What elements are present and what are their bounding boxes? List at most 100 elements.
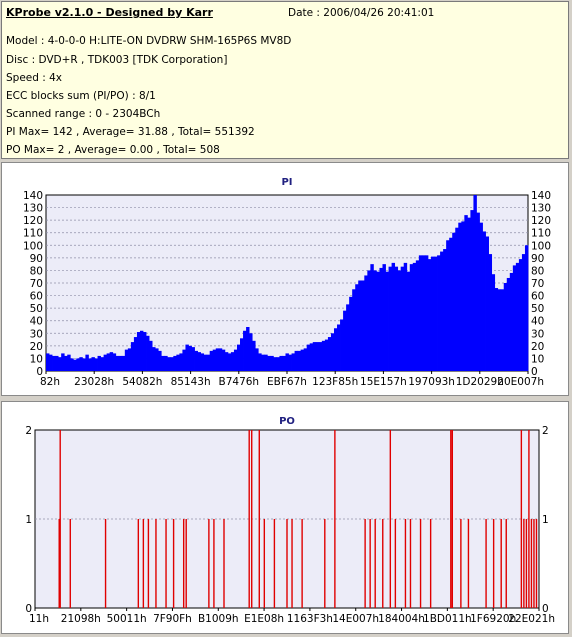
x-tick-label: 85143h xyxy=(171,376,211,388)
pi-bar xyxy=(415,260,420,371)
pi-bar xyxy=(388,266,392,371)
pi-bar xyxy=(321,340,326,371)
pi-bar xyxy=(470,210,474,371)
pi-bar xyxy=(346,304,350,371)
pi-bar xyxy=(276,357,280,371)
pi-bar xyxy=(167,357,171,371)
pi-bar xyxy=(379,267,383,371)
pi-bar xyxy=(82,358,86,371)
pi-bar xyxy=(364,275,368,371)
x-tick-label: 1BD011h xyxy=(423,613,472,625)
pi-bar xyxy=(437,255,441,371)
pi-bar xyxy=(324,339,329,371)
x-tick-label: 1163F3h xyxy=(287,613,333,625)
pi-bar xyxy=(409,264,414,371)
pi-bar xyxy=(85,354,89,371)
x-tick-label: 197093h xyxy=(408,376,455,388)
pi-bar xyxy=(340,319,344,371)
x-tick-label: B1009h xyxy=(198,613,239,625)
y-tick-label-left: 60 xyxy=(30,291,43,303)
pi-bar xyxy=(343,310,347,371)
pi-bar xyxy=(55,355,59,371)
pi-bar xyxy=(61,353,65,371)
pi-bar xyxy=(267,355,271,371)
y-tick-label-right: 90 xyxy=(531,253,544,265)
pi-bar xyxy=(152,347,156,371)
pi-bar xyxy=(373,270,377,371)
pi-bar xyxy=(367,270,371,371)
pi-bar xyxy=(370,264,374,371)
chart-title: PO xyxy=(279,416,295,427)
y-tick-label-left: 20 xyxy=(30,341,43,353)
pi-bar xyxy=(240,338,244,371)
pi-bar xyxy=(139,330,144,371)
pi-bar xyxy=(230,352,235,371)
x-tick-label: 184004h xyxy=(378,613,425,625)
scan-date: Date : 2006/04/26 20:41:01 xyxy=(288,7,435,19)
pi-bar xyxy=(94,358,98,371)
pi-bar xyxy=(440,251,444,371)
y-tick-label-left: 120 xyxy=(23,215,43,227)
pi-bar xyxy=(494,288,499,371)
pi-bar xyxy=(112,353,117,371)
pi-bar xyxy=(52,355,56,371)
pi-bar xyxy=(218,348,223,371)
pi-bar xyxy=(109,352,114,371)
pi-bar xyxy=(476,212,480,371)
pi-bar xyxy=(121,355,126,371)
pi-bar xyxy=(136,332,141,371)
info-panel: KProbe v2.1.0 - Designed by Karr Date : … xyxy=(1,1,569,159)
pi-bar xyxy=(521,254,526,371)
pi-bar xyxy=(464,215,468,371)
pi-bar xyxy=(337,324,341,371)
pi-bar xyxy=(397,270,402,371)
pi-bar xyxy=(500,289,505,371)
app-title: KProbe v2.1.0 - Designed by Karr xyxy=(6,6,213,19)
pi-bar xyxy=(91,357,95,371)
pi-bar xyxy=(434,256,438,371)
pi-bar xyxy=(376,271,380,371)
y-tick-label-right: 0 xyxy=(542,603,549,615)
pi-bar xyxy=(482,231,486,371)
pi-bar xyxy=(70,358,74,371)
y-tick-label-right: 10 xyxy=(531,353,544,365)
x-tick-label: B7476h xyxy=(219,376,260,388)
pi-bar xyxy=(412,262,417,371)
pi-bar xyxy=(461,221,465,371)
pi-bar xyxy=(382,264,386,371)
pi-bar xyxy=(209,350,214,371)
pi-bar xyxy=(394,266,399,371)
pi-bar xyxy=(446,240,450,371)
pi-bar xyxy=(149,340,153,371)
pi-bar xyxy=(424,255,429,371)
pi-bar xyxy=(315,342,320,371)
x-tick-label: 1D2029h xyxy=(456,376,504,388)
pi-bar xyxy=(100,357,104,371)
y-tick-label-left: 1 xyxy=(25,514,32,526)
pi-bar xyxy=(418,255,423,371)
pi-bar xyxy=(330,333,335,371)
pi-bar xyxy=(118,355,123,371)
pi-bar xyxy=(400,266,405,371)
pi-bar xyxy=(443,249,447,371)
pi-bar xyxy=(106,353,111,371)
pi-bar xyxy=(164,355,168,371)
y-tick-label-right: 140 xyxy=(531,190,551,202)
po-chart: PO 0 0 1 1 2 2 11h 21098h 50011h 7F90Fh B1009h E1E08… xyxy=(25,416,555,625)
pi-bar xyxy=(282,355,286,371)
pi-bar xyxy=(67,354,71,371)
pi-bar xyxy=(452,232,456,371)
pi-bar xyxy=(185,344,189,371)
pi-bar xyxy=(318,342,323,371)
pi-bar xyxy=(236,344,241,371)
pi-bar xyxy=(64,355,68,371)
pi-bar xyxy=(130,342,135,371)
pi-bar xyxy=(273,357,277,371)
pi-bar xyxy=(173,355,177,371)
pi-bar xyxy=(221,349,226,371)
pi-bar xyxy=(297,350,302,371)
pi-bar xyxy=(133,337,138,371)
pi-bar xyxy=(458,222,462,371)
pi-bar xyxy=(488,254,493,371)
